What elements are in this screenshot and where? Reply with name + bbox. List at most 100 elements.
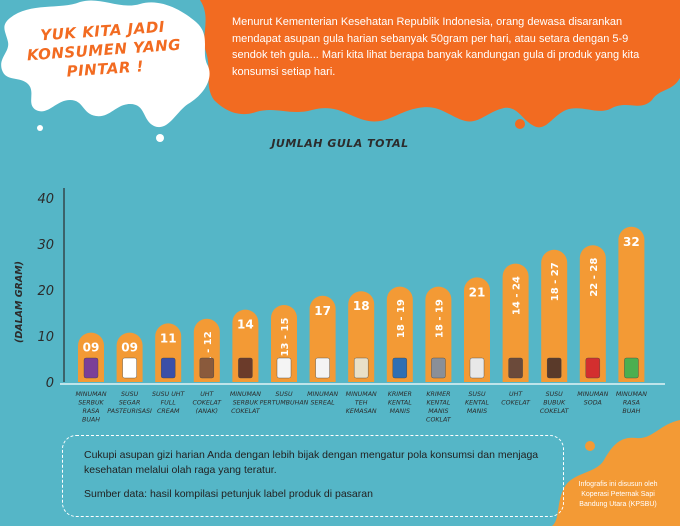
product-icon [276, 357, 292, 379]
category-label: KRIMER [426, 391, 450, 398]
category-label: SUSU [468, 391, 486, 398]
y-tick-label: 40 [37, 192, 54, 207]
category-label: MINUMAN [577, 391, 608, 398]
category-label: MANIS [390, 408, 410, 415]
category-label: PERTUMBUHAN [260, 400, 309, 407]
bar [386, 286, 413, 382]
category-label: COKELAT [231, 408, 261, 415]
product-icon [199, 357, 215, 379]
category-label: SUSU [121, 391, 139, 398]
product-icon [547, 357, 562, 379]
bar [464, 277, 490, 382]
category-label: PASTEURISASI [107, 408, 152, 415]
product-icon [431, 357, 446, 379]
category-label: MINUMAN [616, 391, 647, 398]
bar-value-label: 14 - 24 [512, 276, 523, 315]
milk-drop [156, 134, 164, 142]
category-label: COKELAT [540, 408, 570, 415]
y-tick-label: 0 [46, 376, 54, 391]
bar-value-label: 14 [237, 318, 254, 332]
category-label: BUAH [622, 408, 640, 415]
credit-text: Infografis ini disusun oleh Koperasi Pet… [578, 481, 658, 508]
category-label: MINUMAN [346, 391, 377, 398]
category-label: COKLAT [426, 417, 452, 424]
bar-value-label: 09 [121, 341, 138, 355]
product-icon [315, 357, 330, 379]
category-label: MINUMAN [307, 391, 338, 398]
milk-drop [37, 125, 43, 131]
advice-text: Cukupi asupan gizi harian Anda dengan le… [84, 449, 539, 476]
bar-value-label: 11 [160, 331, 177, 345]
bar-value-label: 32 [623, 235, 640, 249]
bar-value-label: 18 - 19 [396, 299, 407, 338]
category-label: SEGAR [119, 400, 141, 407]
category-label: SERBUK [78, 400, 104, 407]
category-label: UHT [509, 391, 523, 398]
category-label: MINUMAN [230, 391, 261, 398]
product-icon [122, 357, 137, 379]
category-label: BUAH [82, 417, 100, 424]
bar-value-label: 18 [353, 299, 370, 313]
category-label: KENTAL [465, 400, 489, 407]
y-tick-label: 30 [37, 238, 54, 253]
splash-drop [515, 119, 525, 129]
category-label: KRIMER [388, 391, 412, 398]
bar [425, 286, 452, 382]
category-label: FULL [161, 400, 177, 407]
y-axis-label: (DALAM GRAM) [14, 261, 25, 343]
bar [618, 226, 645, 382]
product-icon [585, 357, 600, 379]
bar-value-label: 21 [469, 285, 486, 299]
bar-value-label: 11 - 12 [203, 331, 214, 370]
category-label: KENTAL [388, 400, 412, 407]
milk-splash [1, 0, 210, 128]
bar-value-label: 22 - 28 [589, 258, 600, 297]
category-label: COKELAT [501, 400, 531, 407]
category-label: RASA [83, 408, 100, 415]
category-label: SERBUK [233, 400, 259, 407]
credit-drop [585, 441, 595, 451]
product-icon [392, 357, 407, 379]
bar-value-label: 17 [314, 304, 331, 318]
category-label: TEH [355, 400, 368, 407]
product-icon [238, 357, 253, 379]
y-tick-label: 20 [37, 284, 54, 299]
category-label: KENTAL [426, 400, 450, 407]
category-label: UHT [200, 391, 214, 398]
product-icon [160, 357, 176, 379]
product-icon [624, 357, 639, 379]
category-label: SUSU [546, 391, 564, 398]
bar-value-label: 18 - 27 [550, 262, 561, 301]
category-label: KEMASAN [346, 408, 377, 415]
category-label: MANIS [467, 408, 487, 415]
product-icon [469, 357, 485, 379]
category-label: SODA [584, 400, 602, 407]
product-icon [354, 357, 369, 379]
intro-text: Menurut Kementerian Kesehatan Republik I… [232, 16, 640, 78]
category-label: COKELAT [192, 400, 222, 407]
category-label: SUSU UHT [152, 391, 186, 398]
intro-splash [200, 0, 680, 128]
chart-title: JUMLAH GULA TOTAL [271, 137, 409, 150]
category-label: MANIS [428, 408, 448, 415]
bar [579, 245, 606, 382]
bar [502, 263, 529, 382]
product-icon [83, 357, 99, 379]
bar-value-label: 13 - 15 [280, 317, 291, 356]
product-icon [508, 357, 523, 379]
category-label: CREAM [157, 408, 180, 415]
y-tick-label: 10 [37, 330, 54, 345]
category-label: SEREAL [311, 400, 336, 407]
bar-value-label: 09 [83, 341, 100, 355]
category-label: MINUMAN [75, 391, 106, 398]
bar [541, 249, 568, 382]
advice-box [62, 435, 564, 517]
credit-splash [552, 420, 680, 526]
bar-value-label: 18 - 19 [434, 299, 445, 338]
category-label: RASA [623, 400, 640, 407]
category-label: SUSU [275, 391, 293, 398]
category-label: BUBUK [543, 400, 566, 407]
source-text: Sumber data: hasil kompilasi petunjuk la… [84, 488, 373, 500]
category-label: (ANAK) [196, 408, 218, 415]
